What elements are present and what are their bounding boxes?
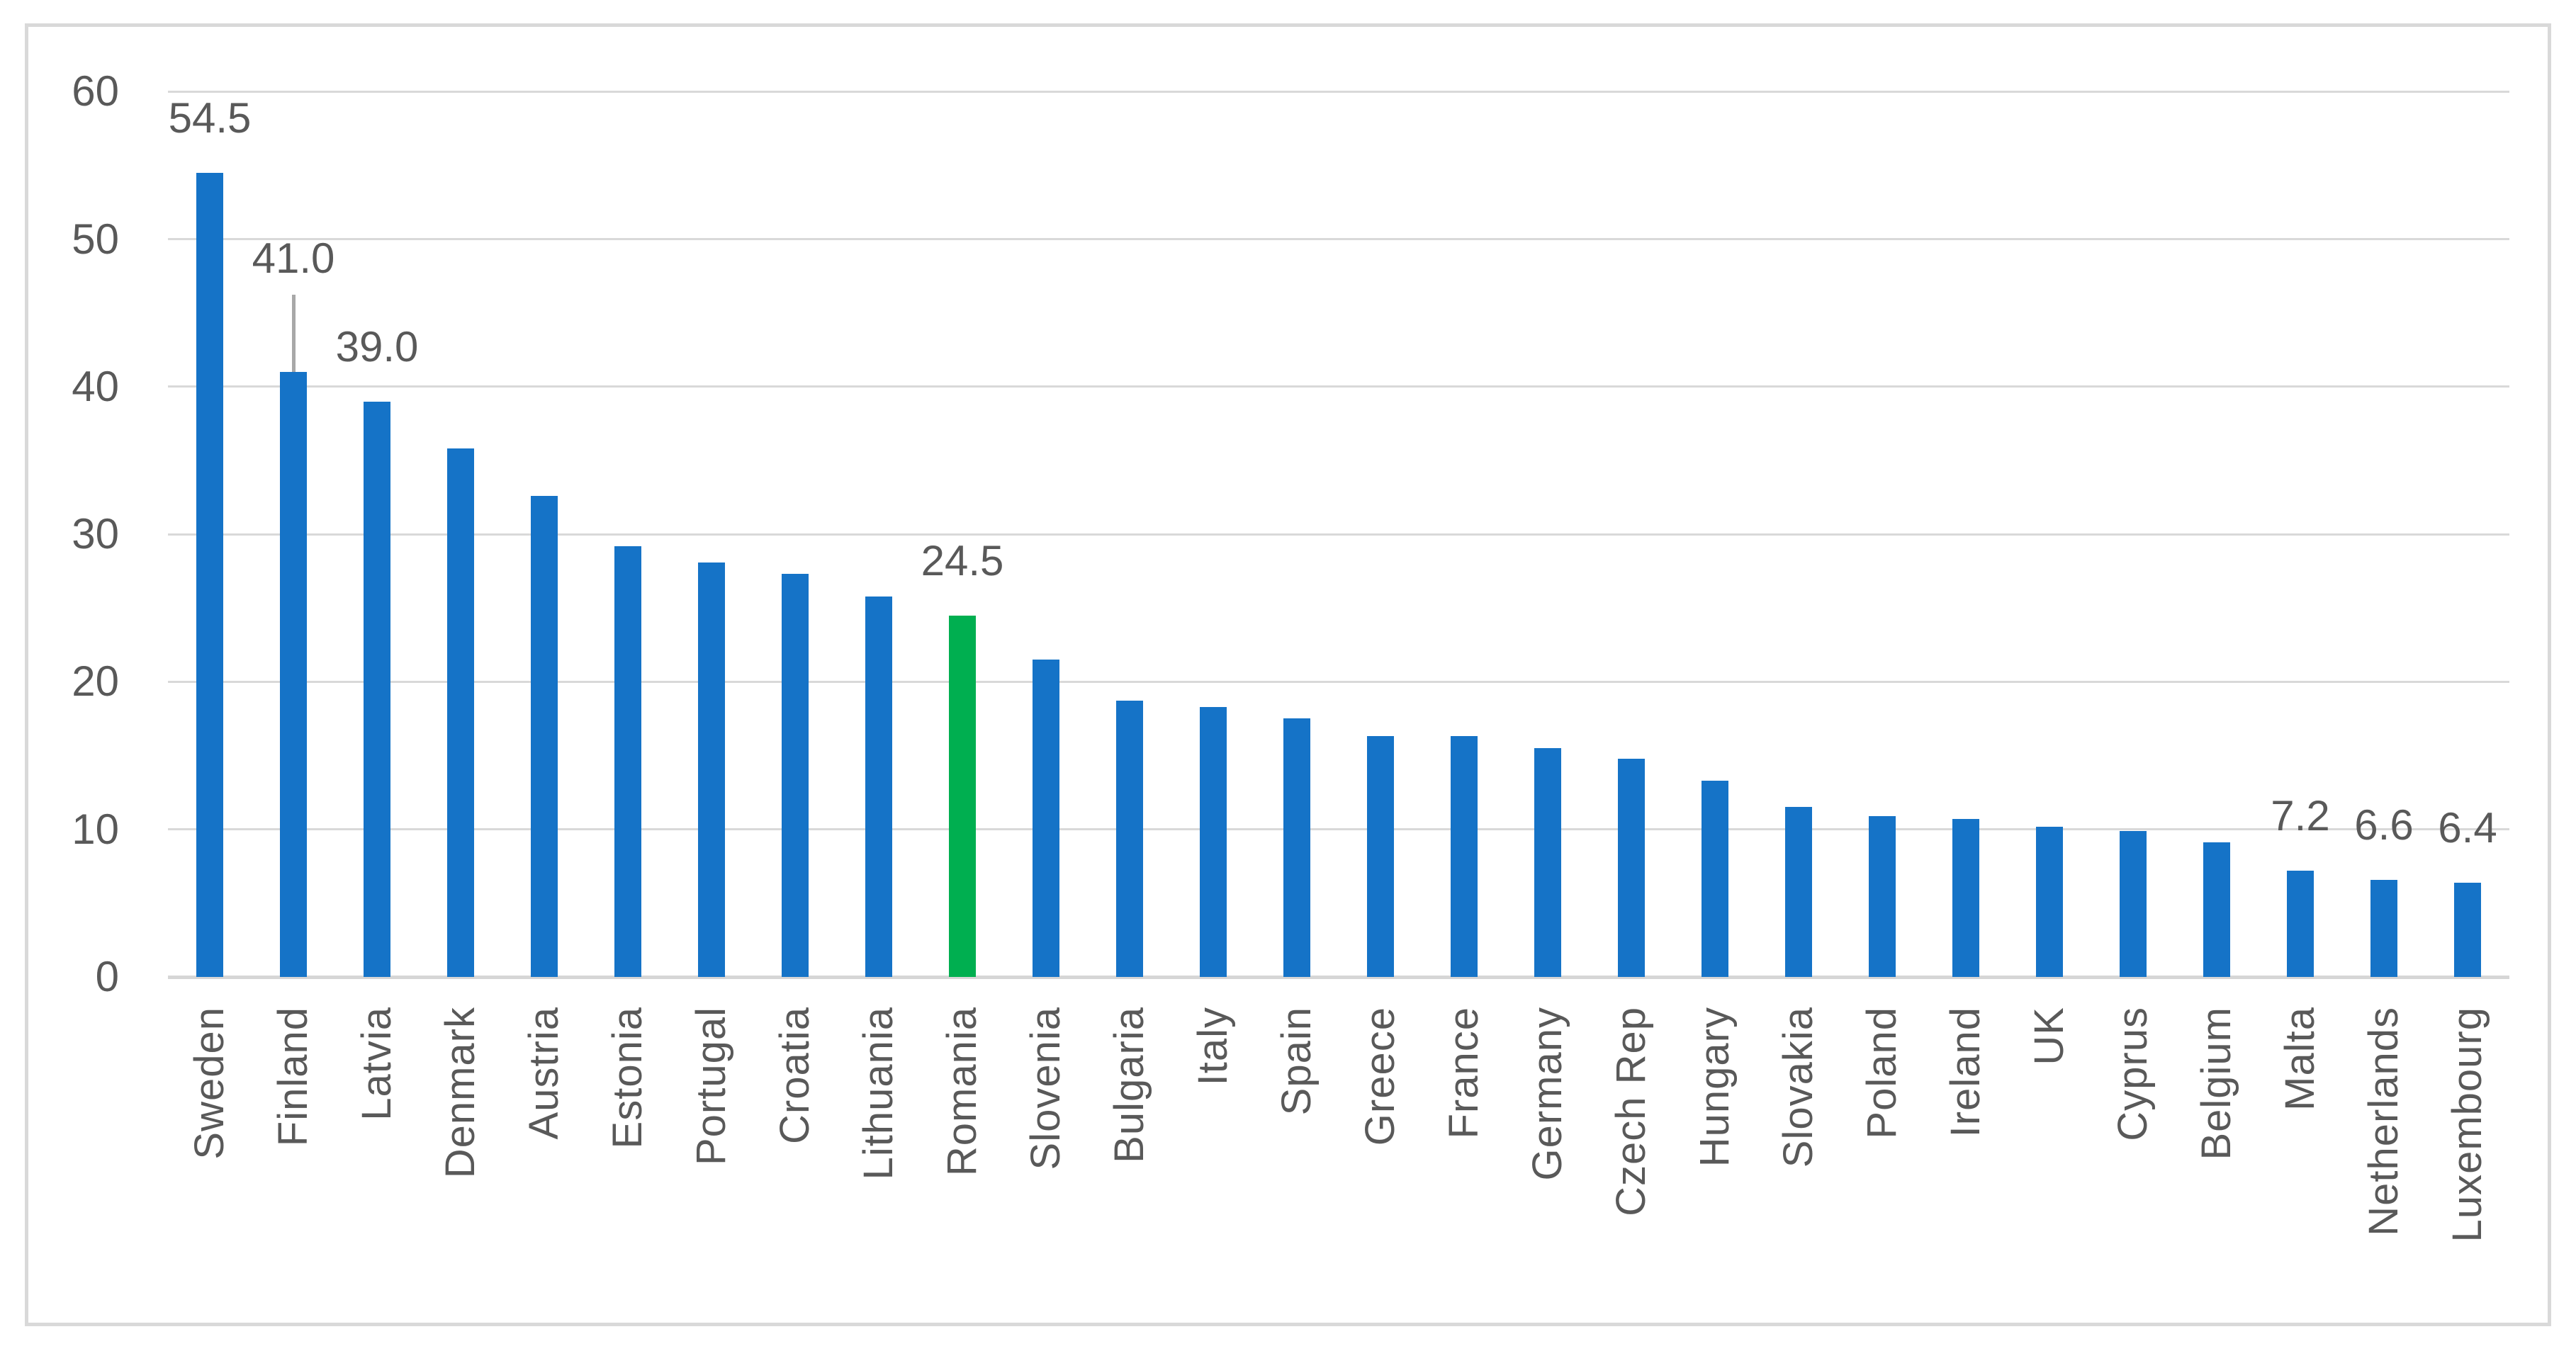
y-axis-tick-0: 0 [95, 953, 119, 1000]
bar-poland [1869, 815, 1896, 977]
leader-line-finland [291, 294, 296, 372]
x-axis-label-cyprus: Cyprus [2110, 1007, 2156, 1141]
bar-spain [1283, 718, 1310, 977]
x-axis-label-greece: Greece [1357, 1007, 1403, 1146]
bar-romania [949, 615, 976, 977]
x-axis-label-slovakia: Slovakia [1775, 1007, 1821, 1168]
y-axis-tick-10: 10 [72, 805, 119, 853]
data-label-finland: 41.0 [252, 234, 335, 282]
bar-ireland [1952, 819, 1979, 977]
x-axis-label-lithuania: Lithuania [855, 1007, 901, 1180]
x-axis-label-hungary: Hungary [1692, 1007, 1738, 1168]
bar-estonia [614, 546, 641, 977]
x-axis-label-france: France [1441, 1007, 1487, 1139]
gridline-20 [168, 680, 2509, 683]
bar-croatia [782, 574, 809, 977]
bar-italy [1200, 706, 1227, 977]
x-axis-label-austria: Austria [521, 1007, 567, 1140]
data-label-sweden: 54.5 [168, 94, 252, 142]
x-axis-label-romania: Romania [939, 1007, 985, 1177]
y-axis-tick-30: 30 [72, 510, 119, 558]
x-axis-label-italy: Italy [1190, 1007, 1236, 1086]
bar-cyprus [2120, 830, 2147, 977]
x-axis-label-spain: Spain [1273, 1007, 1320, 1116]
x-axis-label-denmark: Denmark [437, 1007, 483, 1179]
bar-hungary [1702, 780, 1728, 977]
bar-luxembourg [2454, 882, 2481, 977]
data-label-romania: 24.5 [921, 536, 1004, 584]
gridline-30 [168, 533, 2509, 536]
bar-germany [1534, 748, 1561, 977]
x-axis-label-latvia: Latvia [354, 1007, 400, 1121]
x-axis-label-poland: Poland [1859, 1007, 1905, 1139]
data-label-netherlands: 6.6 [2354, 801, 2414, 849]
gridline-60 [168, 90, 2509, 93]
data-label-malta: 7.2 [2271, 792, 2330, 840]
bar-belgium [2203, 842, 2230, 977]
x-axis-label-luxembourg: Luxembourg [2444, 1007, 2490, 1243]
y-axis-tick-40: 40 [72, 362, 119, 410]
bar-latvia [364, 401, 390, 977]
x-axis-label-croatia: Croatia [772, 1007, 818, 1144]
x-axis-label-uk: UK [2026, 1007, 2072, 1065]
y-axis-tick-50: 50 [72, 215, 119, 263]
bar-portugal [698, 562, 725, 977]
x-axis-label-sweden: Sweden [186, 1007, 232, 1160]
bar-malta [2287, 871, 2314, 977]
bar-lithuania [865, 596, 892, 977]
bar-france [1451, 736, 1478, 977]
x-axis-label-czech-rep: Czech Rep [1608, 1007, 1654, 1216]
x-axis-label-bulgaria: Bulgaria [1106, 1007, 1152, 1163]
x-axis-label-estonia: Estonia [604, 1007, 651, 1149]
y-axis-tick-20: 20 [72, 657, 119, 706]
data-label-luxembourg: 6.4 [2438, 803, 2497, 852]
bar-czech-rep [1618, 758, 1645, 977]
x-axis-label-ireland: Ireland [1942, 1007, 1989, 1138]
x-axis-label-slovenia: Slovenia [1023, 1007, 1069, 1170]
y-axis-tick-60: 60 [72, 67, 119, 115]
bar-sweden [196, 172, 223, 977]
x-axis-label-finland: Finland [270, 1007, 316, 1147]
bar-greece [1367, 736, 1394, 977]
bar-netherlands [2370, 879, 2397, 977]
x-axis-label-belgium: Belgium [2193, 1007, 2239, 1160]
bar-bulgaria [1116, 701, 1143, 977]
chart-frame [25, 23, 2551, 1326]
bar-finland [280, 371, 307, 977]
gridline-10 [168, 828, 2509, 831]
data-label-latvia: 39.0 [335, 322, 419, 371]
bar-slovenia [1033, 660, 1059, 977]
x-axis-label-portugal: Portugal [688, 1007, 734, 1166]
bar-denmark [447, 448, 474, 977]
bar-austria [531, 495, 558, 977]
x-axis-line [168, 976, 2509, 979]
bar-slovakia [1785, 807, 1812, 977]
gridline-40 [168, 385, 2509, 388]
gridline-50 [168, 238, 2509, 240]
x-axis-label-malta: Malta [2277, 1007, 2323, 1111]
x-axis-label-germany: Germany [1524, 1007, 1570, 1181]
bar-uk [2036, 826, 2063, 977]
x-axis-label-netherlands: Netherlands [2361, 1007, 2407, 1236]
